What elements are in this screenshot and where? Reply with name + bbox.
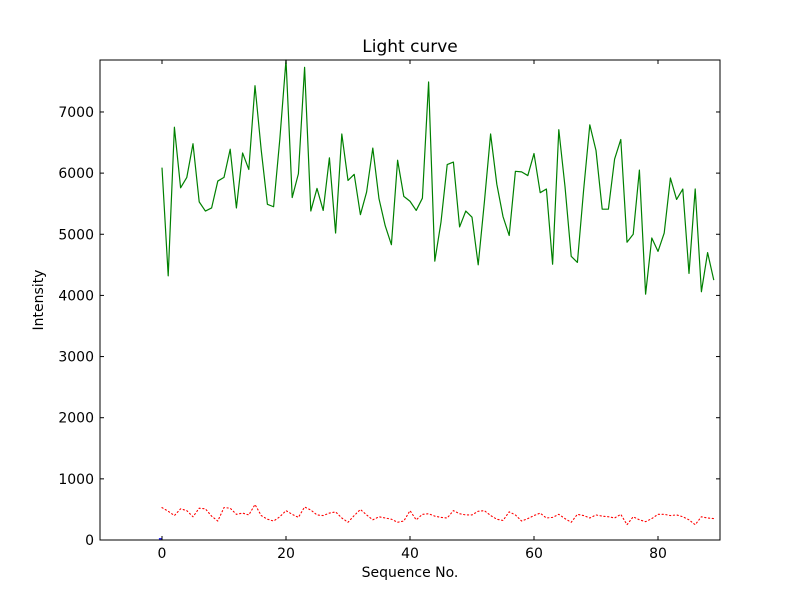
x-tick-label: 40 [401,546,419,562]
x-tick-label: 60 [525,546,543,562]
y-tick-label: 5000 [58,227,94,243]
chart-title: Light curve [362,37,457,57]
series-line-2-dotted [161,503,715,526]
plot-area [100,60,720,540]
series-line-1-solid [161,59,715,295]
x-axis-label: Sequence No. [362,565,459,581]
y-tick-label: 0 [85,533,94,549]
x-tick-label: 20 [277,546,295,562]
y-tick-label: 3000 [58,350,94,366]
y-tick-label: 2000 [58,411,94,427]
y-tick-label: 1000 [58,472,94,488]
y-tick-label: 6000 [58,166,94,182]
y-axis-label: Intensity [31,270,47,331]
ticks-layer: 0 20 40 60 80 0 1000 2000 3000 4000 5000 6000 7000 [58,60,720,562]
y-tick-label: 4000 [58,288,94,304]
x-tick-label: 0 [158,546,167,562]
series-layer [158,59,715,540]
y-tick-label: 7000 [58,105,94,121]
x-tick-label: 80 [649,546,667,562]
